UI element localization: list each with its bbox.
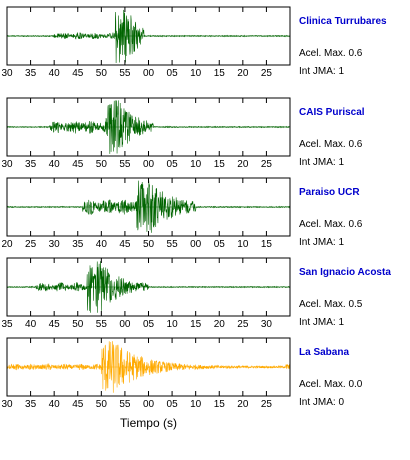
tick-label: 35 xyxy=(25,399,37,410)
tick-label: 35 xyxy=(1,319,13,330)
tick-label: 00 xyxy=(190,239,202,250)
waveform-trace xyxy=(6,180,291,233)
tick-label: 15 xyxy=(214,159,226,170)
tick-label: 10 xyxy=(237,239,249,250)
tick-label: 55 xyxy=(119,68,131,79)
tick-label: 55 xyxy=(167,239,179,250)
tick-label: 10 xyxy=(167,319,179,330)
tick-label: 25 xyxy=(25,239,37,250)
x-axis-label: Tiempo (s) xyxy=(120,416,177,430)
tick-label: 05 xyxy=(143,319,155,330)
tick-label: 40 xyxy=(49,399,61,410)
tick-label: 55 xyxy=(119,399,131,410)
station-name: CAIS Puriscal xyxy=(299,107,365,118)
tick-label: 20 xyxy=(214,319,226,330)
tick-label: 30 xyxy=(49,239,61,250)
tick-label: 45 xyxy=(72,68,84,79)
tick-label: 05 xyxy=(167,159,179,170)
max-accel-label: Acel. Max. 0.6 xyxy=(299,139,363,150)
station-name: San Ignacio Acosta xyxy=(299,267,391,278)
waveform-trace xyxy=(6,9,291,63)
tick-label: 30 xyxy=(261,319,273,330)
tick-label: 05 xyxy=(167,68,179,79)
tick-label: 45 xyxy=(119,239,131,250)
tick-label: 45 xyxy=(72,399,84,410)
tick-label: 00 xyxy=(143,68,155,79)
panel-2: 30 35 40 45 50 55 00 05 10 15 20 25 CAIS Puriscal Ace… xyxy=(1,97,365,170)
tick-label: 50 xyxy=(72,319,84,330)
tick-label: 15 xyxy=(214,399,226,410)
jma-intensity-label: Int JMA: 1 xyxy=(299,157,344,168)
jma-intensity-label: Int JMA: 1 xyxy=(299,317,344,328)
panel-3: 20 25 30 35 40 45 50 55 00 05 10 15 Paraiso UCR Acel.… xyxy=(1,177,363,250)
tick-label: 10 xyxy=(190,399,202,410)
tick-label: 35 xyxy=(72,239,84,250)
tick-label: 40 xyxy=(49,159,61,170)
tick-label: 05 xyxy=(214,239,226,250)
station-name: Paraiso UCR xyxy=(299,187,360,198)
jma-intensity-label: Int JMA: 1 xyxy=(299,237,344,248)
tick-label: 10 xyxy=(190,159,202,170)
tick-label: 40 xyxy=(96,239,108,250)
tick-label: 15 xyxy=(190,319,202,330)
tick-label: 10 xyxy=(190,68,202,79)
tick-label: 25 xyxy=(237,319,249,330)
tick-label: 30 xyxy=(1,399,13,410)
tick-label: 50 xyxy=(96,399,108,410)
tick-label: 50 xyxy=(143,239,155,250)
max-accel-label: Acel. Max. 0.6 xyxy=(299,219,363,230)
tick-label: 40 xyxy=(25,319,37,330)
tick-label: 35 xyxy=(25,159,37,170)
tick-label: 40 xyxy=(49,68,61,79)
tick-label: 00 xyxy=(143,399,155,410)
tick-label: 30 xyxy=(1,159,13,170)
tick-label: 00 xyxy=(143,159,155,170)
jma-intensity-label: Int JMA: 1 xyxy=(299,66,344,77)
tick-label: 45 xyxy=(72,159,84,170)
panel-1: 30 35 40 45 50 55 00 05 10 15 20 25 Clinica Turrubar… xyxy=(1,6,387,79)
tick-label: 25 xyxy=(261,68,273,79)
tick-label: 05 xyxy=(167,399,179,410)
max-accel-label: Acel. Max. 0.0 xyxy=(299,379,363,390)
station-name: La Sabana xyxy=(299,347,349,358)
max-accel-label: Acel. Max. 0.5 xyxy=(299,299,363,310)
tick-label: 20 xyxy=(237,159,249,170)
tick-label: 50 xyxy=(96,159,108,170)
tick-label: 55 xyxy=(96,319,108,330)
tick-label: 00 xyxy=(119,319,131,330)
tick-label: 15 xyxy=(261,239,273,250)
tick-label: 25 xyxy=(261,399,273,410)
tick-label: 20 xyxy=(237,399,249,410)
waveform-trace xyxy=(6,341,291,393)
panel-5: 30 35 40 45 50 55 00 05 10 15 20 25 La Sabana Acel. M… xyxy=(1,337,363,410)
tick-label: 15 xyxy=(214,68,226,79)
panel-4: 35 40 45 50 55 00 05 10 15 20 25 30 San Ignacio Acos… xyxy=(1,257,391,330)
tick-label: 50 xyxy=(96,68,108,79)
tick-label: 55 xyxy=(119,159,131,170)
max-accel-label: Acel. Max. 0.6 xyxy=(299,48,363,59)
station-name: Clinica Turrubares xyxy=(299,16,387,27)
tick-label: 20 xyxy=(1,239,13,250)
tick-label: 25 xyxy=(261,159,273,170)
tick-label: 30 xyxy=(1,68,13,79)
jma-intensity-label: Int JMA: 0 xyxy=(299,397,344,408)
tick-label: 45 xyxy=(49,319,61,330)
tick-label: 35 xyxy=(25,68,37,79)
tick-label: 20 xyxy=(237,68,249,79)
